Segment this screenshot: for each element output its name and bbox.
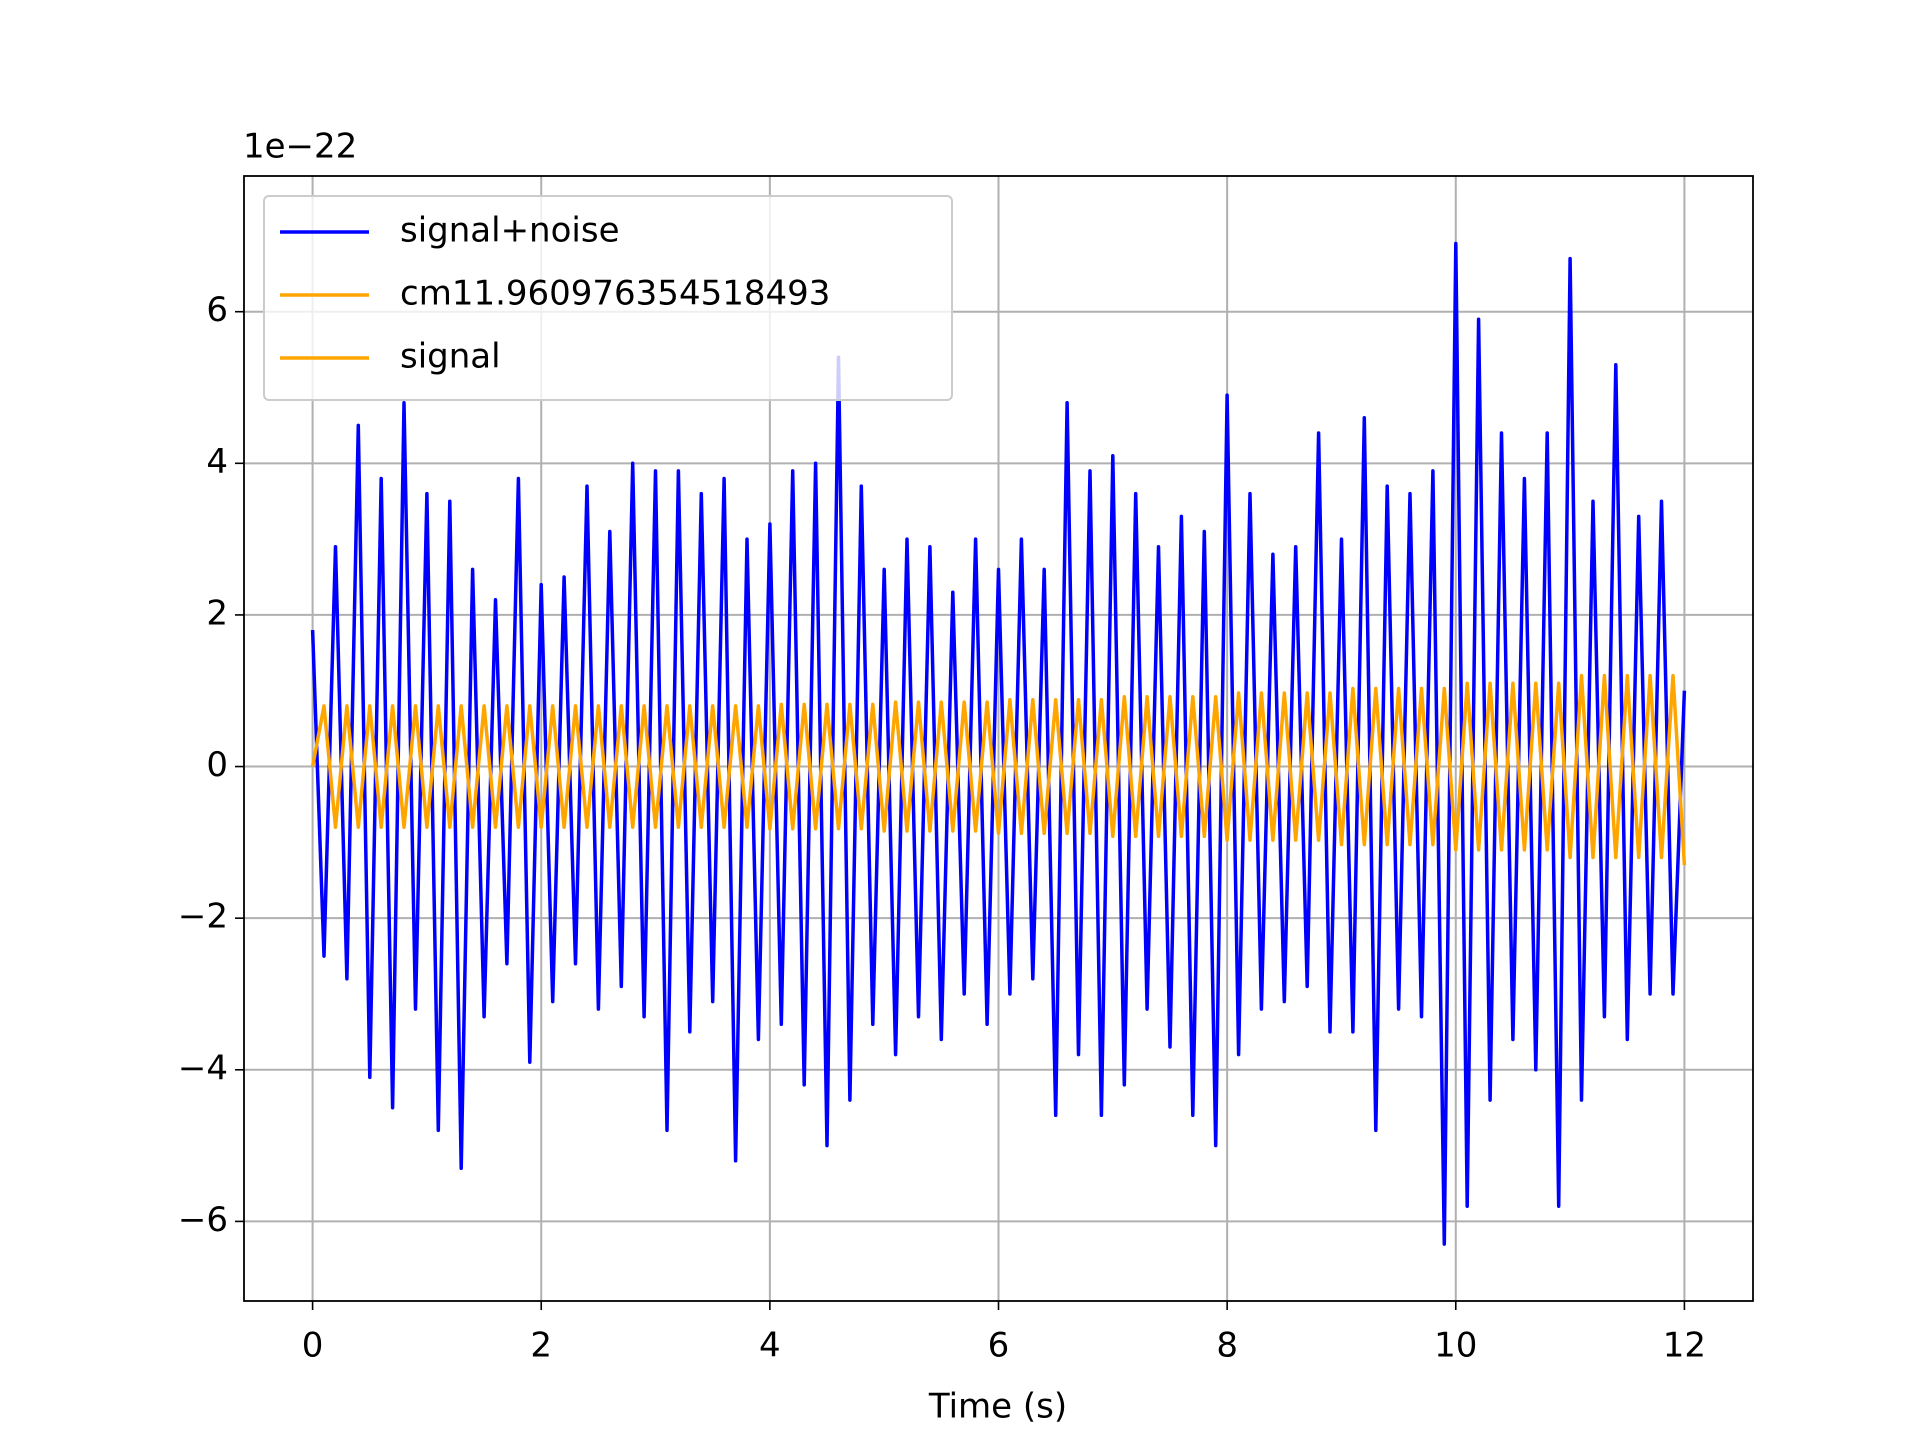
- legend-label: signal: [400, 337, 501, 377]
- series-line: [310, 241, 1687, 1246]
- x-tick-label: 10: [1434, 1326, 1477, 1366]
- x-tick-label: 4: [759, 1326, 781, 1366]
- legend-box: [263, 195, 953, 401]
- y-tick-label: 2: [206, 593, 228, 633]
- series-line: [310, 673, 1687, 866]
- plot-frame: [243, 175, 1754, 1302]
- x-tick-label: 0: [302, 1326, 324, 1366]
- x-tick-label: 8: [1216, 1326, 1238, 1366]
- y-tick-label: −4: [178, 1048, 228, 1088]
- x-axis-label: Time (s): [928, 1387, 1067, 1427]
- legend-label: cm11.960976354518493: [400, 274, 830, 314]
- y-tick-label: 0: [206, 745, 228, 785]
- offset-text: 1e−22: [243, 127, 357, 167]
- y-tick-label: −2: [178, 897, 228, 937]
- y-tick-label: 4: [206, 442, 228, 482]
- x-tick-label: 2: [530, 1326, 552, 1366]
- y-tick-label: 6: [206, 290, 228, 330]
- x-tick-label: 6: [988, 1326, 1010, 1366]
- x-tick-label: 12: [1663, 1326, 1706, 1366]
- legend-label: signal+noise: [400, 211, 620, 251]
- y-tick-label: −6: [178, 1200, 228, 1240]
